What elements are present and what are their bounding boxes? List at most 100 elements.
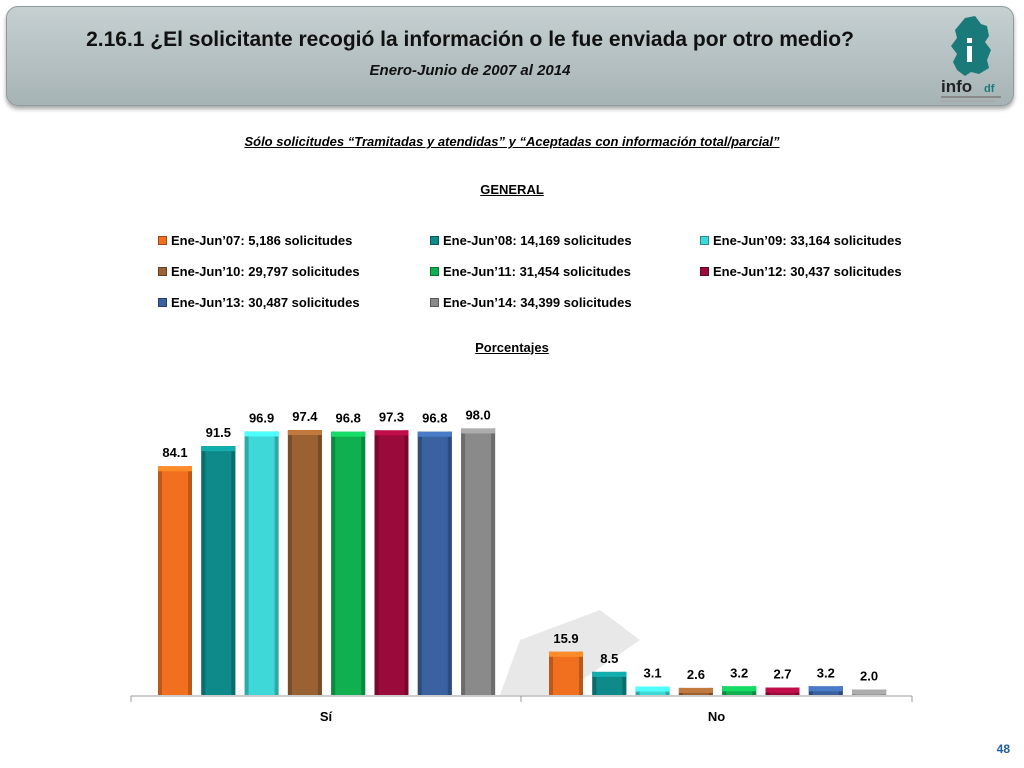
legend-item: Ene-Jun’10: 29,797 solicitudes	[158, 264, 360, 279]
legend-label: Ene-Jun’09: 33,164 solicitudes	[713, 233, 902, 248]
legend-label: Ene-Jun’07: 5,186 solicitudes	[171, 233, 353, 248]
bar-edge-left	[461, 428, 466, 695]
bar-body	[287, 430, 322, 695]
bar-edge-left	[158, 466, 162, 695]
logo-wordmark: info	[941, 77, 972, 96]
filter-note: Sólo solicitudes “Tramitadas y atendidas…	[244, 134, 780, 149]
legend-swatch	[430, 267, 439, 276]
data-label: 8.5	[600, 651, 618, 666]
bar-edge-right	[579, 651, 583, 695]
legend-swatch	[430, 298, 439, 307]
chart-legend: Ene-Jun’07: 5,186 solicitudes Ene-Jun’08:…	[0, 0, 1024, 310]
units-label: Porcentajes	[475, 340, 549, 355]
legend-label: Ene-Jun’08: 14,169 solicitudes	[443, 233, 632, 248]
bar	[244, 431, 279, 695]
bar-edge-right	[447, 431, 452, 695]
data-label: 3.1	[644, 666, 662, 681]
data-label: 91.5	[206, 425, 231, 440]
bar-body	[201, 446, 236, 695]
bar-edge-left	[374, 430, 379, 695]
page-subtitle: Enero-Junio de 2007 al 2014	[369, 62, 571, 79]
bar	[417, 431, 452, 695]
bar-edge-left	[244, 431, 249, 695]
bar-edge-right	[491, 428, 496, 695]
category-label: No	[708, 709, 725, 724]
data-label: 2.0	[860, 669, 878, 684]
page-number: 48	[996, 742, 1010, 756]
data-label: 15.9	[553, 631, 578, 646]
bar-cap	[549, 651, 583, 657]
logo-suffix: df	[984, 83, 995, 95]
data-label: 97.3	[379, 409, 404, 424]
bar	[635, 686, 670, 695]
bar	[852, 689, 887, 695]
data-label: 3.2	[817, 665, 835, 680]
info-df-logo: info df	[941, 16, 1001, 102]
bar-body	[549, 651, 583, 695]
bar	[549, 651, 583, 695]
bar-edge-left	[549, 651, 553, 695]
bar-edge-right	[188, 466, 192, 695]
page-title: 2.16.1 ¿El solicitante recogió la inform…	[86, 28, 854, 51]
bar-cap	[244, 431, 279, 437]
bar-cap	[158, 466, 192, 472]
bar-cap	[461, 428, 496, 434]
bar-body	[461, 428, 496, 695]
bar-cap	[374, 430, 409, 436]
bar	[678, 687, 713, 695]
bar	[201, 446, 236, 695]
legend-item: Ene-Jun’09: 33,164 solicitudes	[700, 233, 902, 248]
bar-body	[244, 431, 279, 695]
bar-cap	[765, 687, 800, 693]
bar-body	[592, 671, 627, 695]
bar-cap	[287, 430, 322, 436]
data-label: 96.8	[422, 411, 447, 426]
bar-cap	[808, 686, 843, 692]
data-label: 96.8	[336, 411, 361, 426]
bar-body	[158, 466, 192, 695]
bar-body	[417, 431, 452, 695]
bar-cap	[592, 671, 627, 677]
data-label: 2.6	[687, 667, 705, 682]
data-label: 98.0	[465, 407, 490, 422]
section-label: GENERAL	[480, 182, 544, 197]
bar-edge-right	[404, 430, 409, 695]
legend-swatch	[158, 236, 167, 245]
legend-swatch	[158, 298, 167, 307]
bar	[461, 428, 496, 695]
bar	[374, 430, 409, 695]
bar	[158, 466, 192, 695]
bar-edge-left	[287, 430, 292, 695]
legend-swatch	[700, 236, 709, 245]
bar-body	[331, 431, 366, 695]
legend-item: Ene-Jun’08: 14,169 solicitudes	[430, 233, 632, 248]
bar-cap	[852, 689, 887, 695]
bar-edge-right	[274, 431, 279, 695]
bar	[722, 686, 757, 695]
data-label: 2.7	[773, 667, 791, 682]
legend-label: Ene-Jun’10: 29,797 solicitudes	[171, 264, 360, 279]
bar-edge-left	[331, 431, 336, 695]
bar	[765, 687, 800, 695]
data-label: 97.4	[292, 409, 318, 424]
bar-cap	[417, 431, 452, 437]
bar-cap	[635, 686, 670, 692]
bar-edge-left	[417, 431, 422, 695]
bar-cap	[201, 446, 236, 452]
bar-cap	[678, 687, 713, 693]
bar-edge-right	[622, 671, 627, 695]
bar-edge-right	[361, 431, 366, 695]
bar-edge-right	[317, 430, 322, 695]
bar	[808, 686, 843, 695]
legend-swatch	[430, 236, 439, 245]
bar	[331, 431, 366, 695]
data-label: 96.9	[249, 410, 274, 425]
data-label: 84.1	[162, 445, 187, 460]
legend-item: Ene-Jun’07: 5,186 solicitudes	[158, 233, 352, 248]
legend-label: Ene-Jun’12: 30,437 solicitudes	[713, 264, 902, 279]
bar-body	[374, 430, 409, 695]
legend-item: Ene-Jun’13: 30,487 solicitudes	[158, 295, 360, 310]
legend-label: Ene-Jun’14: 34,399 solicitudes	[443, 295, 632, 310]
legend-swatch	[700, 267, 709, 276]
